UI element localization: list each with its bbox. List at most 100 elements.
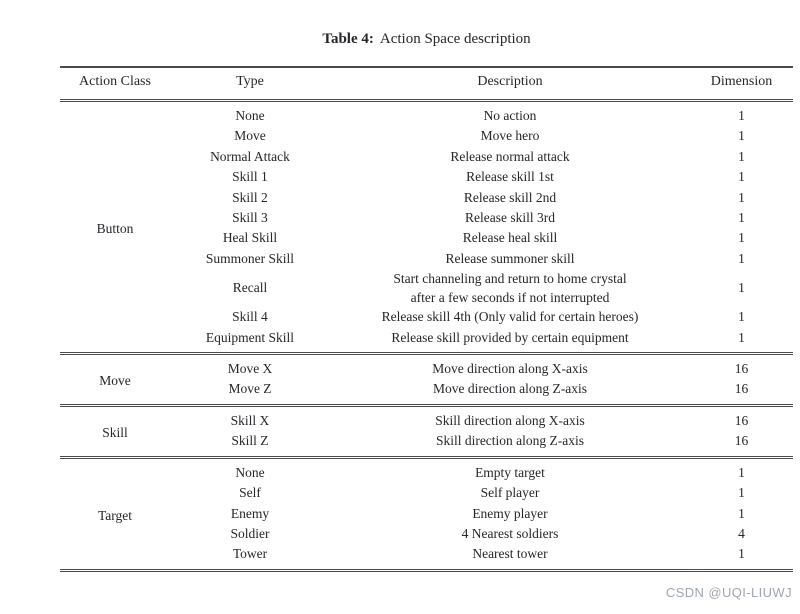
section-skill: Skill Skill X Skill direction along X-ax…	[60, 405, 793, 457]
cell-dimension: 1	[738, 169, 745, 185]
cell-description: Release normal attack	[450, 148, 570, 164]
cell-description: Release skill 2nd	[463, 189, 557, 205]
section-move: Move Move X Move direction along X-axis …	[60, 353, 793, 406]
cell-description: Release summoner skill	[445, 250, 575, 266]
section-target: Target None Empty target 1 Self Self pla…	[60, 457, 793, 570]
action-space-table: Action Class Type Description Dimension …	[60, 66, 793, 572]
recall-description-line1: Start channeling and return to home crys…	[393, 271, 627, 287]
cell-dimension: 1	[738, 485, 745, 501]
column-header-description: Description	[330, 67, 690, 102]
table-row: Skill 3 Release skill 3rd 1	[60, 208, 793, 228]
cell-description: No action	[483, 108, 537, 123]
cell-dimension: 1	[738, 230, 745, 246]
table-row: Skill Skill X Skill direction along X-ax…	[60, 405, 793, 440]
cell-description: Move hero	[480, 128, 540, 144]
cell-description: Skill direction along X-axis	[435, 412, 585, 428]
table-row: Equipment Skill Release skill provided b…	[60, 328, 793, 354]
table-row: Heal Skill Release heal skill 1	[60, 228, 793, 248]
cell-description: Release skill 1st	[466, 169, 554, 185]
cell-description: Move direction along X-axis	[432, 361, 588, 377]
cell-type: Summoner Skill	[205, 250, 295, 266]
table-row-recall: Recall Start channeling and return to ho…	[60, 269, 793, 307]
action-class-cell: Target	[97, 507, 133, 523]
cell-dimension: 1	[738, 250, 745, 266]
table-row: Tower Nearest tower 1	[60, 544, 793, 570]
cell-dimension: 1	[738, 128, 745, 144]
cell-description: Release skill 4th (Only valid for certai…	[381, 309, 639, 325]
table-header-row: Action Class Type Description Dimension	[60, 67, 793, 102]
table-row: Move Z Move direction along Z-axis 16	[60, 379, 793, 405]
cell-dimension: 1	[738, 505, 745, 521]
cell-dimension: 16	[734, 412, 749, 428]
cell-dimension: 16	[734, 381, 749, 397]
cell-type: Skill 2	[232, 189, 268, 205]
cell-description: 4 Nearest soldiers	[461, 525, 559, 541]
cell-type: Equipment Skill	[205, 329, 295, 345]
cell-type: Enemy	[230, 505, 270, 521]
recall-description-line2: after a few seconds if not interrupted	[410, 290, 610, 306]
cell-type: Skill X	[230, 412, 270, 428]
cell-type: Move Z	[228, 381, 272, 397]
cell-type: Skill Z	[231, 433, 269, 449]
cell-type: Move	[234, 128, 266, 144]
cell-dimension: 1	[738, 108, 745, 123]
table-row: Normal Attack Release normal attack 1	[60, 147, 793, 167]
table-row: Summoner Skill Release summoner skill 1	[60, 249, 793, 269]
cell-description: Self player	[480, 485, 540, 501]
cell-type: Self	[239, 485, 261, 501]
cell-description: Move direction along Z-axis	[432, 381, 588, 397]
section-button: Button None No action 1 Move Move hero 1…	[60, 101, 793, 354]
table-row: Button None No action 1	[60, 101, 793, 236]
cell-type: Normal Attack	[210, 148, 290, 164]
table-row: Self Self player 1	[60, 483, 793, 503]
cell-dimension: 1	[738, 210, 745, 226]
cell-dimension: 1	[738, 148, 745, 164]
cell-description: Release heal skill	[462, 230, 558, 246]
table-row: Skill 2 Release skill 2nd 1	[60, 188, 793, 208]
cell-type: Skill 1	[232, 169, 268, 185]
table-caption: Table 4: Action Space description	[60, 31, 793, 48]
cell-type: Recall	[232, 280, 268, 296]
table-row: Move Move hero 1	[60, 126, 793, 146]
action-class-cell: Button	[96, 220, 134, 236]
cell-type: Soldier	[230, 525, 270, 541]
cell-description: Nearest tower	[472, 546, 548, 562]
cell-dimension: 16	[734, 433, 749, 449]
cell-dimension: 1	[738, 464, 745, 480]
cell-dimension: 1	[738, 309, 745, 325]
column-header-type: Type	[170, 67, 330, 102]
cell-description: Release skill 3rd	[465, 210, 555, 226]
cell-dimension: 1	[738, 280, 745, 296]
cell-description: Start channeling and return to home crys…	[330, 269, 690, 307]
action-class-cell: Move	[99, 373, 131, 389]
cell-type: Move X	[227, 361, 273, 377]
cell-dimension: 16	[734, 361, 749, 377]
cell-dimension: 1	[738, 546, 745, 562]
table-row: Skill Z Skill direction along Z-axis 16	[60, 431, 793, 457]
cell-description: Enemy player	[472, 505, 548, 521]
table-caption-label: Table 4:	[322, 31, 374, 47]
csdn-watermark: CSDN @UQI-LIUWJ	[665, 585, 792, 600]
cell-dimension: 4	[738, 525, 745, 541]
cell-description: Release skill provided by certain equipm…	[391, 329, 629, 345]
table-row: Skill 4 Release skill 4th (Only valid fo…	[60, 307, 793, 327]
cell-type: Skill 3	[232, 210, 268, 226]
cell-dimension: 1	[738, 189, 745, 205]
cell-type: None	[235, 108, 265, 123]
cell-type: Skill 4	[232, 309, 268, 325]
table-row: Move Move X Move direction along X-axis …	[60, 354, 793, 388]
cell-type: Tower	[232, 546, 268, 562]
table-caption-text: Action Space description	[379, 31, 531, 47]
column-header-action-class: Action Class	[60, 67, 170, 102]
cell-description: Skill direction along Z-axis	[435, 433, 585, 449]
cell-description: Empty target	[475, 464, 545, 480]
cell-type: None	[235, 464, 265, 480]
column-header-dimension: Dimension	[690, 67, 793, 102]
table-row: Soldier 4 Nearest soldiers 4	[60, 524, 793, 544]
table-row: Target None Empty target 1	[60, 457, 793, 523]
table-row: Skill 1 Release skill 1st 1	[60, 167, 793, 187]
table-row: Enemy Enemy player 1	[60, 504, 793, 524]
cell-dimension: 1	[738, 329, 745, 345]
action-class-cell: Skill	[102, 425, 128, 441]
